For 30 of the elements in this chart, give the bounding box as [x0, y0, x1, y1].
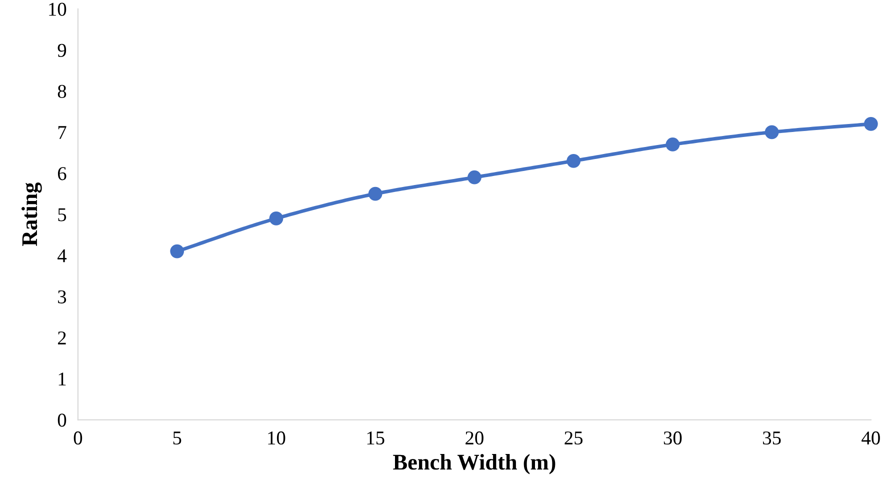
point	[666, 138, 680, 152]
point	[468, 170, 482, 184]
point	[269, 212, 284, 226]
y-tick-label: 9	[58, 44, 66, 57]
y-tick-label: 3	[58, 290, 66, 304]
point	[864, 117, 878, 131]
x-tick-label: 15	[367, 432, 384, 445]
y-tick-label: 10	[49, 2, 66, 16]
x-tick-label: 35	[763, 431, 781, 445]
point	[764, 125, 779, 140]
point	[170, 244, 184, 258]
x-axis-title: Bench Width (m)	[393, 454, 556, 474]
x-tick-label: 20	[466, 431, 484, 445]
x-tick-label: 5	[173, 432, 182, 445]
x-tick-label: 40	[862, 431, 880, 445]
y-tick-label: 1	[58, 372, 66, 386]
y-tick-label: 2	[58, 331, 66, 344]
y-tick-label: 4	[58, 249, 67, 262]
y-tick-label: 0	[58, 414, 66, 427]
x-tick-label: 10	[268, 431, 286, 445]
y-tick-label: 7	[58, 126, 66, 139]
x-tick-label: 0	[74, 431, 82, 445]
y-tick-label: 6	[58, 167, 66, 180]
point	[368, 186, 382, 201]
x-tick-label: 30	[664, 431, 682, 445]
point	[566, 154, 581, 168]
y-tick-label: 8	[58, 84, 66, 98]
y-tick-label: 5	[58, 208, 66, 222]
x-tick-label: 25	[564, 431, 583, 445]
y-axis-title: Rating	[22, 182, 42, 246]
